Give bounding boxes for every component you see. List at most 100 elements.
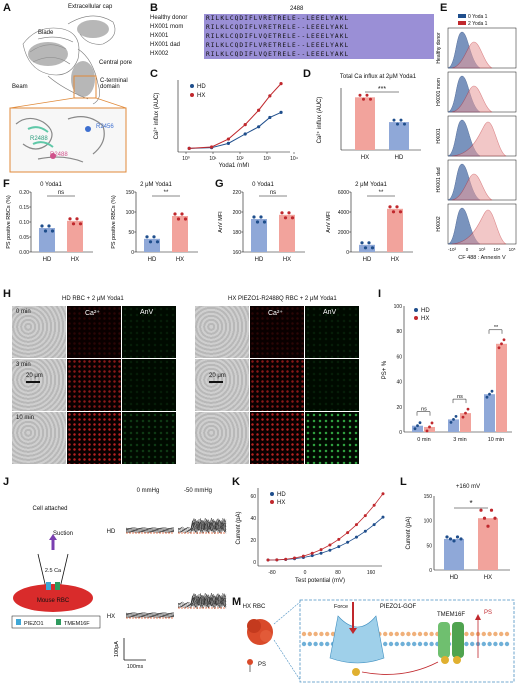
i-bar-hx bbox=[424, 426, 435, 432]
m-ca-ion bbox=[453, 656, 461, 664]
m-lipid-head bbox=[406, 631, 411, 637]
g1-point bbox=[262, 220, 267, 224]
central-pore-label: Central pore bbox=[99, 60, 133, 66]
m-lipid-head bbox=[470, 641, 475, 647]
i-point-hx bbox=[464, 411, 467, 415]
i-sig-label: ** bbox=[494, 325, 499, 331]
c-series-hx-point bbox=[257, 108, 261, 112]
e-legend-0: 0 Yoda 1 bbox=[468, 14, 488, 20]
e-legend-2: 2 Yoda 1 bbox=[468, 21, 488, 27]
m-lipid-head bbox=[394, 631, 399, 637]
k-series-hd-point bbox=[346, 540, 350, 544]
panel-m-mechanism-diagram: HX RBC PS Force PIEZO1-GOF TMEM16F PS bbox=[243, 599, 515, 683]
panel-k-label: K bbox=[232, 476, 240, 488]
g1-y-tick-label: 180 bbox=[233, 230, 242, 236]
i-point-hx bbox=[425, 429, 429, 433]
k-y-tick-label: 60 bbox=[250, 494, 256, 500]
panel-d-label: D bbox=[303, 68, 311, 80]
e-hist-2 bbox=[451, 41, 493, 69]
panel-f-ps-positive-charts: 0 Yoda1 0.00 0.05 0.10 0.15 0.20 PS positive R… bbox=[6, 182, 198, 263]
beam-label: Beam bbox=[12, 84, 28, 90]
e-row-label: HX001 bbox=[436, 128, 442, 144]
f1-title: 0 Yoda1 bbox=[40, 182, 62, 188]
j-current-trace bbox=[177, 593, 227, 608]
k-series-hd-point bbox=[381, 515, 385, 519]
g1-y-tick-label: 220 bbox=[233, 190, 242, 196]
e-x-tick-label: 0 bbox=[466, 247, 469, 252]
microscopy-panel-ca: Ca²⁺ bbox=[67, 306, 121, 358]
alignment-sequence: RILKLCQDIFLVRETRELE--LEEELYAKL bbox=[204, 23, 434, 32]
f2-point bbox=[148, 240, 153, 244]
panel-f-label: F bbox=[3, 178, 10, 190]
j-current-trace bbox=[177, 520, 227, 534]
i-bar-hd bbox=[412, 425, 423, 432]
m-lipid-head bbox=[464, 641, 469, 647]
g2-bar bbox=[387, 208, 403, 252]
alignment-row: HX001 RILKLCQDIFLVQETRELE--LEEELYAKL bbox=[150, 32, 450, 41]
c-y-label: Ca²⁺ influx (AUC) bbox=[153, 93, 160, 140]
l-point bbox=[482, 516, 487, 520]
microscopy-time-label: 3 min bbox=[16, 362, 31, 368]
f1-y-tick-label: 0.05 bbox=[19, 235, 29, 241]
f2-point bbox=[183, 217, 188, 221]
k-series-hx-point bbox=[301, 554, 305, 558]
j-tmem16f-channel bbox=[55, 582, 60, 590]
i-point-hd bbox=[490, 389, 494, 393]
k-series-hx-point bbox=[319, 548, 323, 552]
k-y-tick-label: 20 bbox=[250, 538, 256, 544]
alignment-position-label: 2488 bbox=[290, 6, 304, 12]
scale-bar bbox=[26, 381, 40, 383]
d-point bbox=[392, 118, 396, 122]
l-point bbox=[455, 535, 460, 539]
g1-point bbox=[283, 216, 288, 220]
k-legend-hd-marker bbox=[270, 492, 274, 496]
l-point bbox=[459, 537, 463, 541]
l-point bbox=[486, 524, 490, 528]
j-cell-attached-label: Cell attached bbox=[32, 506, 67, 512]
l-y-tick-label: 50 bbox=[426, 543, 432, 549]
i-x-tick-label: 3 min bbox=[453, 437, 466, 443]
panel-l-bar-chart: +160 mV 0 50 100 150 Current (pA) HD HX * bbox=[406, 484, 510, 581]
m-lipid-head bbox=[429, 641, 434, 647]
i-point-hd bbox=[416, 424, 419, 428]
microscopy-panel-bf: 10 min bbox=[12, 412, 66, 464]
scale-bar bbox=[209, 381, 223, 383]
k-series-hd-line bbox=[267, 516, 384, 561]
g2-point bbox=[395, 205, 399, 209]
i-point-hd bbox=[488, 392, 491, 396]
r2488-label-2: R2488 bbox=[50, 152, 68, 158]
j-current-trace bbox=[125, 531, 175, 533]
g2-point bbox=[370, 246, 375, 250]
f2-y-tick-label: 50 bbox=[128, 230, 134, 236]
m-lipid-head bbox=[319, 631, 324, 637]
m-lipid-head bbox=[313, 641, 318, 647]
microscopy-panel-ca bbox=[250, 412, 304, 464]
i-point-hx bbox=[502, 338, 506, 342]
microscopy-panel-ca bbox=[67, 359, 121, 411]
g1-y-tick-label: 200 bbox=[233, 210, 242, 216]
microscopy-panel-ca bbox=[67, 412, 121, 464]
j-row-hx-label: HX bbox=[107, 614, 115, 620]
d-point bbox=[365, 93, 369, 97]
f2-point bbox=[145, 235, 149, 239]
j-ca-label: 2.5 Ca bbox=[45, 568, 62, 574]
g1-x-tick-label: HX bbox=[283, 257, 291, 263]
microscopy-panel-bf: 3 min 20 μm bbox=[12, 359, 66, 411]
i-point-hd bbox=[418, 421, 422, 425]
m-tmem16f-label: TMEM16F bbox=[437, 612, 465, 618]
g1-sig-label: ns bbox=[270, 190, 276, 196]
microscopy-panel-anv bbox=[305, 412, 359, 464]
r2488-label-1: R2488 bbox=[30, 136, 48, 142]
microscopy-panel-bf bbox=[195, 412, 249, 464]
i-sig-label: ns bbox=[457, 394, 463, 400]
g1-title: 0 Yoda1 bbox=[252, 182, 274, 188]
panel-b-label: B bbox=[150, 2, 158, 14]
f1-point bbox=[71, 222, 76, 226]
g2-x-tick-label: HX bbox=[391, 257, 399, 263]
microscopy-time-label: 10 min bbox=[16, 415, 35, 421]
j-suction-label: Suction bbox=[53, 531, 73, 537]
m-zoom-line bbox=[273, 601, 301, 625]
alignment-row-name: Healthy donor bbox=[150, 15, 188, 21]
g1-y-label: AnV MFI bbox=[218, 211, 224, 233]
d-x-tick-label: HX bbox=[361, 155, 369, 161]
